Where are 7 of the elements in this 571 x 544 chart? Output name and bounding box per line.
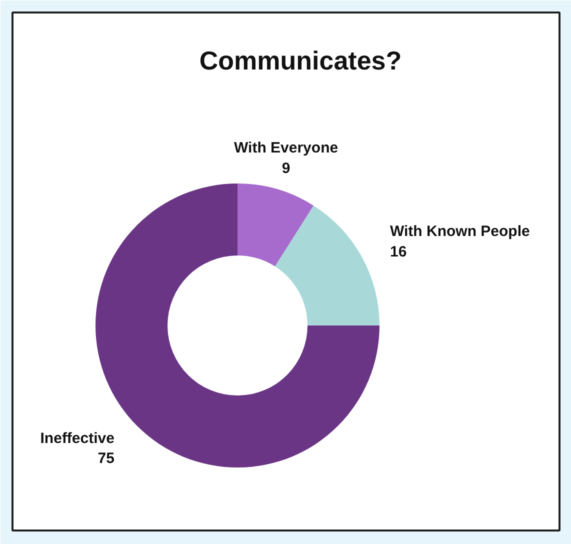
data-label: 75 bbox=[98, 450, 114, 468]
data-label: 9 bbox=[282, 160, 290, 178]
chart-title: Communicates? bbox=[199, 46, 402, 76]
data-label: 16 bbox=[390, 243, 407, 260]
slice-label: Ineffective bbox=[40, 430, 114, 447]
slice-label: With Everyone bbox=[234, 140, 338, 157]
slice-label: With Known People bbox=[390, 222, 530, 240]
